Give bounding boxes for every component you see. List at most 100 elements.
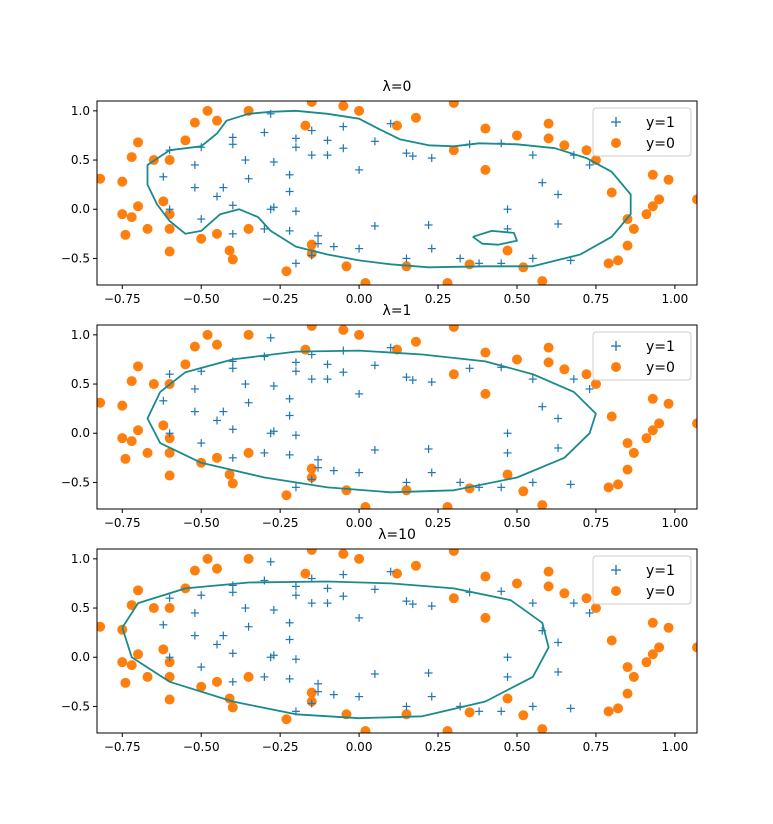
point-y1 (554, 443, 563, 452)
point-y0 (410, 336, 421, 347)
point-y0 (97, 397, 106, 408)
point-y1 (291, 582, 300, 591)
point-y0 (133, 649, 144, 660)
plot-area (97, 325, 697, 509)
point-y0 (654, 194, 665, 205)
x-tick-label: 0.50 (504, 740, 531, 754)
point-y0 (512, 578, 522, 589)
point-y0 (300, 120, 311, 131)
legend-label-positive: y=1 (646, 339, 675, 355)
point-y1 (190, 407, 199, 416)
point-y0 (338, 101, 349, 111)
point-y1 (197, 215, 206, 224)
point-y1 (260, 576, 269, 585)
point-y1 (424, 444, 433, 453)
point-y0 (543, 133, 554, 144)
point-y0 (117, 433, 128, 444)
point-y1 (314, 463, 323, 472)
panel-title: λ=10 (378, 527, 416, 543)
point-y1 (528, 478, 537, 487)
point-y1 (585, 160, 594, 169)
point-y1 (503, 429, 512, 438)
point-y1 (190, 608, 199, 617)
point-y0 (126, 376, 137, 387)
legend-label-negative: y=0 (646, 360, 675, 376)
point-y1 (408, 376, 417, 385)
point-y1 (269, 158, 278, 167)
point-y0 (512, 354, 522, 365)
y-tick-label: 1.0 (71, 328, 90, 342)
point-y1 (475, 707, 484, 716)
point-y1 (528, 375, 537, 384)
point-y1 (307, 699, 316, 708)
point-y0 (502, 469, 513, 480)
point-y1 (503, 672, 512, 681)
point-y0 (537, 500, 548, 509)
point-y0 (212, 115, 222, 126)
point-y0 (126, 436, 137, 447)
point-y1 (159, 620, 168, 629)
point-y1 (427, 602, 436, 611)
point-y0 (606, 411, 617, 422)
point-y1 (370, 137, 379, 146)
point-y1 (219, 183, 228, 192)
point-y1 (528, 702, 537, 711)
point-y0 (628, 223, 639, 234)
point-y0 (341, 485, 352, 496)
point-y0 (281, 714, 292, 725)
point-y1 (269, 606, 278, 615)
point-y1 (228, 140, 237, 149)
point-y1 (165, 205, 174, 214)
point-y1 (291, 358, 300, 367)
point-y1 (427, 692, 436, 701)
point-y1 (323, 584, 332, 593)
plot-area (97, 101, 697, 285)
point-y0 (202, 553, 213, 564)
legend-marker-circle (611, 138, 621, 148)
point-y1 (291, 431, 300, 440)
point-y1 (554, 190, 563, 199)
point-y0 (133, 585, 144, 596)
x-tick-label: −0.75 (104, 516, 141, 530)
point-y0 (338, 549, 349, 559)
point-y1 (285, 394, 294, 403)
point-y1 (291, 207, 300, 216)
point-y0 (120, 453, 131, 464)
point-y1 (269, 651, 278, 660)
point-y0 (392, 120, 402, 131)
point-y1 (228, 229, 237, 238)
point-y0 (243, 447, 254, 458)
point-y1 (285, 674, 294, 683)
point-y1 (228, 453, 237, 462)
y-tick-label: 0.0 (71, 650, 90, 664)
point-y1 (566, 704, 575, 713)
point-y1 (307, 599, 316, 608)
point-y1 (190, 384, 199, 393)
point-y1 (159, 396, 168, 405)
point-y1 (554, 638, 563, 647)
y-tick-label: 0.5 (71, 601, 90, 615)
point-y1 (266, 333, 275, 342)
point-y1 (370, 361, 379, 370)
panel-lambda-1: λ=1 −0.75 −0.50 −0.25 0.00 0.25 0.50 0.75 1.00−… (61, 303, 698, 530)
point-y0 (164, 155, 175, 166)
point-y1 (497, 587, 506, 596)
point-y0 (647, 201, 658, 212)
point-y1 (266, 557, 275, 566)
point-y0 (692, 418, 697, 429)
point-y0 (622, 464, 633, 475)
point-y1 (370, 445, 379, 454)
point-y0 (647, 649, 658, 660)
point-y0 (164, 223, 175, 234)
point-y1 (228, 364, 237, 373)
point-y1 (386, 567, 395, 576)
point-y1 (228, 201, 237, 210)
point-y1 (314, 687, 323, 696)
point-y1 (307, 375, 316, 384)
point-y1 (497, 483, 506, 492)
point-y1 (402, 597, 411, 606)
point-y1 (291, 483, 300, 492)
point-y0 (306, 687, 317, 698)
point-y0 (243, 223, 254, 234)
point-y1 (402, 149, 411, 158)
